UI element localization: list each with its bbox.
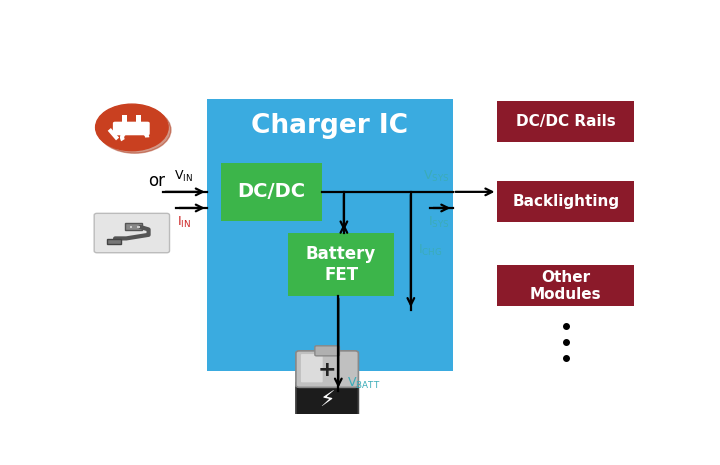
Text: Other
Modules: Other Modules bbox=[530, 270, 601, 302]
Bar bbox=[136, 115, 141, 124]
Bar bbox=[221, 163, 322, 220]
Bar bbox=[122, 115, 127, 124]
Bar bbox=[288, 233, 394, 296]
Text: I$_{\mathrm{IN}}$: I$_{\mathrm{IN}}$ bbox=[176, 214, 191, 230]
Text: I$_{\mathrm{SYS}}$: I$_{\mathrm{SYS}}$ bbox=[428, 214, 450, 230]
Bar bbox=[107, 239, 121, 245]
FancyBboxPatch shape bbox=[94, 213, 169, 253]
Text: DC/DC Rails: DC/DC Rails bbox=[516, 113, 616, 129]
Text: Battery
FET: Battery FET bbox=[306, 245, 377, 284]
Bar bbox=[138, 226, 140, 228]
Bar bbox=[125, 223, 142, 230]
Text: +: + bbox=[318, 360, 336, 380]
Bar bbox=[498, 265, 634, 306]
Text: Backlighting: Backlighting bbox=[512, 194, 619, 209]
FancyBboxPatch shape bbox=[296, 351, 359, 387]
FancyBboxPatch shape bbox=[113, 122, 150, 135]
Text: DC/DC: DC/DC bbox=[238, 182, 305, 201]
Bar bbox=[498, 181, 634, 222]
Text: I$_{\mathrm{CHG}}$: I$_{\mathrm{CHG}}$ bbox=[418, 243, 442, 259]
Bar bbox=[498, 100, 634, 142]
Circle shape bbox=[96, 104, 168, 151]
FancyBboxPatch shape bbox=[315, 346, 339, 356]
Bar bbox=[130, 226, 132, 228]
FancyBboxPatch shape bbox=[296, 381, 359, 425]
Text: Charger IC: Charger IC bbox=[251, 113, 408, 139]
Text: V$_{\mathrm{SYS}}$: V$_{\mathrm{SYS}}$ bbox=[423, 169, 450, 184]
Circle shape bbox=[99, 106, 171, 153]
Bar bbox=[207, 99, 453, 371]
Text: ⚡: ⚡ bbox=[320, 391, 335, 411]
Text: or: or bbox=[148, 172, 166, 190]
FancyBboxPatch shape bbox=[301, 354, 323, 382]
Text: V$_{\mathrm{IN}}$: V$_{\mathrm{IN}}$ bbox=[174, 169, 193, 184]
Text: V$_{\mathrm{BATT}}$: V$_{\mathrm{BATT}}$ bbox=[347, 376, 380, 391]
